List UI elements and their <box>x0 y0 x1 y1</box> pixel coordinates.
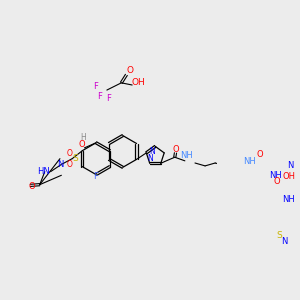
Text: NH: NH <box>283 195 295 204</box>
Text: S: S <box>72 154 78 163</box>
Text: O: O <box>66 160 72 169</box>
Text: O: O <box>78 140 85 149</box>
Text: O: O <box>257 150 263 159</box>
Text: F: F <box>94 172 98 181</box>
Text: F: F <box>94 82 98 91</box>
Text: N: N <box>287 161 293 170</box>
Text: OH: OH <box>132 78 145 87</box>
Text: N: N <box>149 147 155 156</box>
Text: S: S <box>276 231 282 240</box>
Text: O: O <box>28 182 35 190</box>
Text: NH: NH <box>269 172 282 181</box>
Text: NH: NH <box>243 157 256 166</box>
Text: F: F <box>97 92 102 101</box>
Text: H: H <box>80 133 86 142</box>
Text: O: O <box>127 66 134 75</box>
Text: O: O <box>172 146 179 154</box>
Text: OH: OH <box>283 172 296 181</box>
Text: F: F <box>106 94 111 103</box>
Text: O: O <box>274 177 281 186</box>
Text: O: O <box>66 149 72 158</box>
Text: N: N <box>57 160 63 169</box>
Text: NH: NH <box>180 151 193 160</box>
Text: HN: HN <box>37 167 50 176</box>
Text: N: N <box>147 154 153 163</box>
Text: N: N <box>281 237 287 246</box>
